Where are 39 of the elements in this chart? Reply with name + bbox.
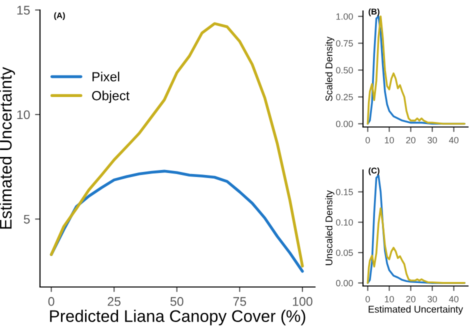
line-series [366, 207, 466, 284]
y-tick-label: 0.25 [336, 94, 353, 100]
y-tick-label: 0.75 [336, 40, 353, 47]
x-tick-label: 0 [366, 136, 370, 144]
y-tick-label: 0.00 [336, 120, 353, 128]
x-tick-label: 0 [48, 297, 54, 306]
chart-title: (B) [368, 8, 380, 16]
y-tick-label: 15 [17, 6, 30, 15]
y-tick-label: 5 [24, 214, 30, 224]
y-tick-label: 0.05 [336, 250, 353, 256]
chart-title: (C) [368, 167, 380, 176]
x-axis-title: Estimated Uncertainty [368, 306, 464, 315]
x-axis-title: Predicted Liana Canopy Cover (%) [50, 310, 306, 326]
y-tick-label: 0.15 [336, 188, 353, 196]
y-tick-label: 1.00 [336, 13, 353, 20]
x-tick-label: 50 [170, 297, 184, 306]
chart-title: (A) [54, 12, 65, 20]
x-tick-label: 30 [428, 296, 437, 302]
x-tick-label: 10 [384, 136, 394, 144]
x-tick-label: 20 [406, 136, 416, 144]
y-axis-title: Unscaled Density [325, 190, 334, 266]
x-tick-label: 100 [292, 297, 312, 306]
x-tick-label: 40 [448, 136, 458, 144]
line-series [50, 22, 304, 268]
y-axis-title: Scaled Density [325, 36, 334, 101]
y-tick-label: 10 [17, 110, 30, 120]
x-tick-label: 20 [406, 296, 416, 302]
x-tick-label: 25 [108, 297, 121, 306]
x-tick-label: 40 [448, 296, 458, 302]
x-tick-label: 75 [233, 297, 246, 306]
legend-label: Object [92, 90, 130, 103]
y-tick-label: 0.10 [336, 219, 353, 226]
line-series [366, 15, 466, 125]
x-tick-label: 0 [366, 296, 370, 302]
legend-label: Pixel [92, 72, 120, 82]
y-tick-label: 0.00 [336, 280, 353, 286]
x-tick-label: 10 [384, 296, 394, 302]
x-tick-label: 30 [428, 136, 437, 144]
y-tick-label: 0.50 [336, 67, 353, 74]
